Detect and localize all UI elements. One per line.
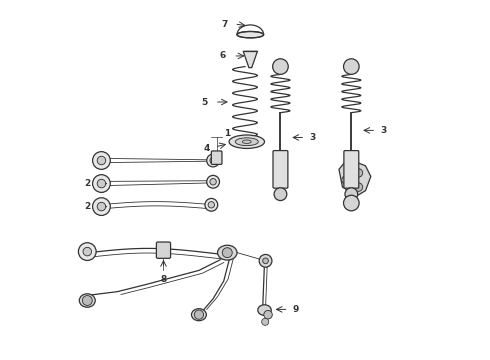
Circle shape <box>343 195 359 211</box>
Circle shape <box>207 154 220 167</box>
FancyBboxPatch shape <box>156 242 171 258</box>
Circle shape <box>274 188 287 201</box>
Circle shape <box>78 243 96 260</box>
Ellipse shape <box>235 138 258 145</box>
Text: 1: 1 <box>224 130 230 139</box>
Ellipse shape <box>237 31 264 38</box>
Text: 6: 6 <box>220 51 226 60</box>
Circle shape <box>354 183 363 192</box>
Circle shape <box>93 198 110 215</box>
Circle shape <box>210 157 216 164</box>
Circle shape <box>195 310 203 319</box>
Circle shape <box>97 202 106 211</box>
Polygon shape <box>339 159 371 196</box>
FancyBboxPatch shape <box>211 151 222 165</box>
Ellipse shape <box>258 305 271 315</box>
Circle shape <box>342 176 350 184</box>
Text: 2: 2 <box>85 202 91 211</box>
Text: 4: 4 <box>203 144 210 153</box>
Ellipse shape <box>243 140 251 144</box>
Circle shape <box>345 188 358 201</box>
Ellipse shape <box>79 294 95 307</box>
Circle shape <box>264 310 272 319</box>
Text: 8: 8 <box>160 275 167 284</box>
Ellipse shape <box>192 309 206 321</box>
Circle shape <box>272 59 288 75</box>
Circle shape <box>93 175 110 192</box>
Circle shape <box>343 59 359 75</box>
Circle shape <box>83 247 92 256</box>
Circle shape <box>262 318 269 325</box>
Circle shape <box>259 255 272 267</box>
Text: 3: 3 <box>380 126 387 135</box>
FancyBboxPatch shape <box>344 150 359 188</box>
Circle shape <box>207 175 220 188</box>
Ellipse shape <box>218 245 237 260</box>
Circle shape <box>82 296 92 306</box>
Text: 9: 9 <box>293 305 299 314</box>
FancyBboxPatch shape <box>273 150 288 188</box>
Ellipse shape <box>229 135 265 148</box>
Circle shape <box>97 156 106 165</box>
Text: 3: 3 <box>310 133 316 142</box>
Polygon shape <box>243 51 257 68</box>
Text: 7: 7 <box>221 19 227 28</box>
Circle shape <box>210 179 216 185</box>
Circle shape <box>354 168 363 177</box>
Circle shape <box>97 179 106 188</box>
Circle shape <box>93 152 110 169</box>
Circle shape <box>205 198 218 211</box>
Circle shape <box>222 248 232 258</box>
Circle shape <box>208 202 215 208</box>
Text: 2: 2 <box>85 179 91 188</box>
Circle shape <box>263 258 269 264</box>
Text: 5: 5 <box>201 98 208 107</box>
